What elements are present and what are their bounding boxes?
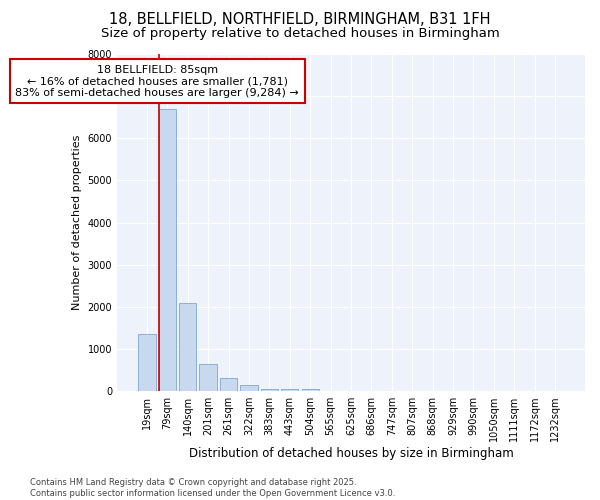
- Bar: [220, 378, 237, 391]
- Bar: [260, 389, 278, 391]
- Text: 18 BELLFIELD: 85sqm
← 16% of detached houses are smaller (1,781)
83% of semi-det: 18 BELLFIELD: 85sqm ← 16% of detached ho…: [15, 64, 299, 98]
- Bar: [240, 385, 257, 391]
- Text: Contains HM Land Registry data © Crown copyright and database right 2025.
Contai: Contains HM Land Registry data © Crown c…: [30, 478, 395, 498]
- Text: Size of property relative to detached houses in Birmingham: Size of property relative to detached ho…: [101, 28, 499, 40]
- Bar: [179, 302, 196, 391]
- Y-axis label: Number of detached properties: Number of detached properties: [72, 135, 82, 310]
- Bar: [158, 109, 176, 391]
- X-axis label: Distribution of detached houses by size in Birmingham: Distribution of detached houses by size …: [188, 447, 514, 460]
- Bar: [138, 334, 155, 391]
- Bar: [302, 389, 319, 391]
- Bar: [281, 389, 298, 391]
- Text: 18, BELLFIELD, NORTHFIELD, BIRMINGHAM, B31 1FH: 18, BELLFIELD, NORTHFIELD, BIRMINGHAM, B…: [109, 12, 491, 28]
- Bar: [199, 364, 217, 391]
